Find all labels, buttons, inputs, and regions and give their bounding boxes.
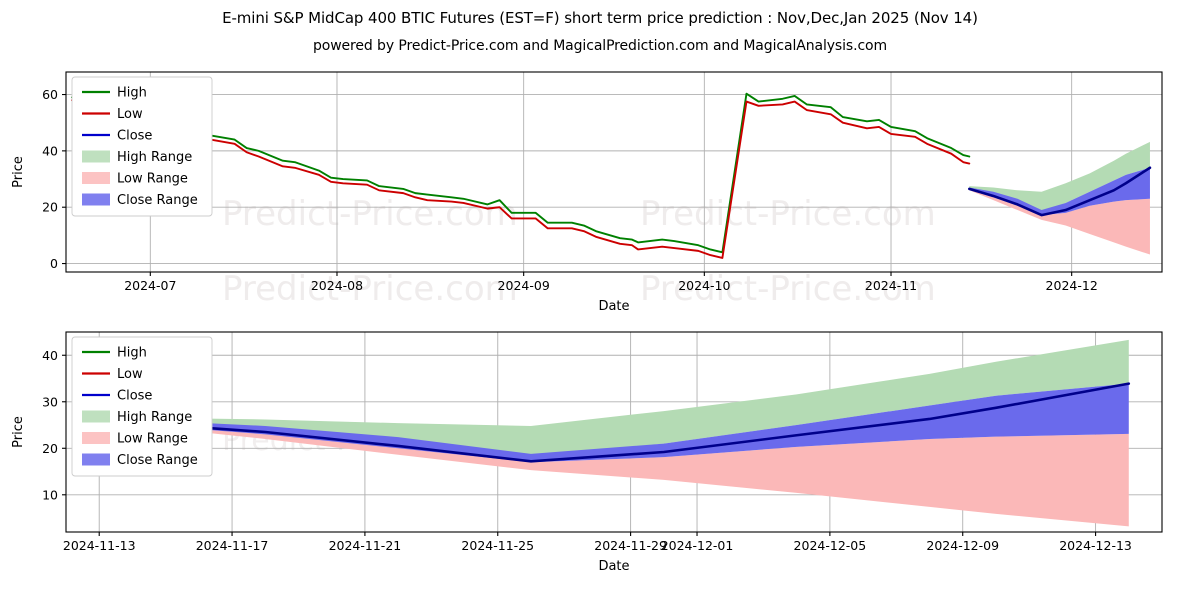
legend-item-label: Low Range [117, 172, 188, 187]
x-tick-label: 2024-12-05 [794, 538, 867, 553]
legend-band-swatch [82, 410, 110, 423]
legend-item-label: Low [117, 107, 143, 122]
low-range-band [969, 190, 1150, 255]
x-tick-label: 2024-12-13 [1059, 538, 1132, 553]
y-tick-label: 40 [42, 143, 58, 158]
y-tick-label: 0 [50, 256, 58, 271]
y-tick-label: 40 [42, 348, 58, 363]
x-tick-label: 2024-11-13 [63, 538, 136, 553]
legend-item-label: High Range [117, 150, 192, 165]
page-title: E-mini S&P MidCap 400 BTIC Futures (EST=… [222, 9, 978, 27]
y-tick-label: 20 [42, 441, 58, 456]
x-tick-label: 2024-11-29 [594, 538, 667, 553]
high-range-band [132, 339, 1129, 457]
legend-band-swatch [82, 172, 110, 184]
watermark-text: Predict-Price.com [222, 269, 518, 309]
watermark-text: Predict-Price.com [222, 194, 518, 234]
y-tick-label: 60 [42, 87, 58, 102]
x-tick-label: 2024-09 [498, 278, 550, 293]
axes: 0 20 40 60 2024-07 2024-08 2024-09 2024-10 2024-… [11, 71, 1163, 310]
x-tick-label: 2024-07 [124, 278, 176, 293]
title-block: E-mini S&P MidCap 400 BTIC Futures (EST=… [0, 0, 1200, 54]
x-tick-label: 2024-11 [865, 278, 917, 293]
legend-band-swatch [82, 193, 110, 206]
legend-item-label: Close Range [117, 193, 198, 208]
close-series-line [967, 166, 1152, 217]
y-tick-label: 10 [42, 487, 58, 502]
legend-item-label: Low Range [117, 432, 188, 447]
low-range-band [132, 425, 1129, 527]
y-axis-label: Price [11, 156, 26, 188]
x-tick-label: 2024-10 [678, 278, 730, 293]
x-tick-label: 2024-11-25 [461, 538, 534, 553]
x-tick-label: 2024-11-17 [196, 538, 269, 553]
legend-item-label: High [117, 86, 147, 101]
close-range-band [132, 383, 1129, 463]
series-lines [131, 382, 1131, 463]
x-tick-label: 2024-11-21 [329, 538, 402, 553]
y-axis-label: Price [11, 416, 26, 448]
legend-item-label: Close [117, 129, 152, 144]
chart-legend: High Low Close High Range Low Range Close Ran… [71, 76, 213, 217]
x-axis-label: Date [598, 559, 629, 574]
x-axis-label: Date [598, 299, 629, 310]
range-bands [132, 339, 1129, 527]
legend-band-swatch [82, 432, 110, 444]
x-tick-label: 2024-12-01 [661, 538, 734, 553]
high-range-band [969, 141, 1150, 212]
x-tick-label: 2024-12-09 [926, 538, 999, 553]
legend-item-label: Close [117, 389, 152, 404]
legend-item-label: High [117, 346, 147, 361]
y-tick-label: 30 [42, 394, 58, 409]
series-lines [71, 92, 1152, 259]
y-tick-label: 20 [42, 200, 58, 215]
legend-item-label: Low [117, 367, 143, 382]
watermark-text: Predict-Price.com [640, 269, 936, 309]
overview-chart: Predict-Price.com Predict-Price.com Predic… [11, 71, 1163, 310]
x-tick-label: 2024-08 [311, 278, 363, 293]
x-tick-label: 2024-12 [1046, 278, 1098, 293]
detail-chart: Predict-Price.comPredict-Price.com102030… [11, 331, 1163, 574]
close-series-line [131, 382, 1131, 463]
legend-item-label: High Range [117, 410, 192, 425]
page-subtitle: powered by Predict-Price.com and Magical… [312, 38, 888, 54]
chart-legend: High Low Close High Range Low Range Close Ran… [71, 336, 213, 477]
legend-band-swatch [82, 150, 110, 163]
high-series-line [71, 92, 971, 254]
axes: 10 20 30 40 2024-11-13 2024-11-17 2024-11-21 20… [11, 331, 1163, 574]
low-series-line [71, 99, 971, 259]
legend-band-swatch [82, 453, 110, 466]
legend-item-label: Close Range [117, 453, 198, 468]
watermark-text: Predict-Price.com [640, 194, 936, 234]
